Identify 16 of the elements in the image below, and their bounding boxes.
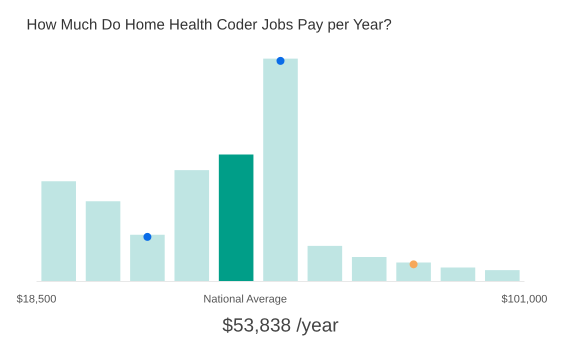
- text: $53,838 /year: [222, 316, 340, 336]
- bar: [218, 154, 254, 282]
- bar: [308, 246, 342, 282]
- bar: [174, 170, 210, 282]
- bar: [440, 267, 476, 282]
- bar: [263, 58, 298, 282]
- x-tick-label: $18,500: [16, 294, 56, 306]
- bar: [130, 234, 165, 282]
- bar: [396, 262, 431, 282]
- bar: [41, 181, 76, 282]
- bar: [485, 270, 520, 282]
- bar: [86, 201, 120, 282]
- bar: [352, 256, 387, 282]
- x-tick-label: $101,000: [502, 294, 548, 306]
- x-tick-label: National Average: [203, 294, 288, 306]
- chart-title: How Much Do Home Health Coder Jobs Pay per Year?: [26, 16, 392, 34]
